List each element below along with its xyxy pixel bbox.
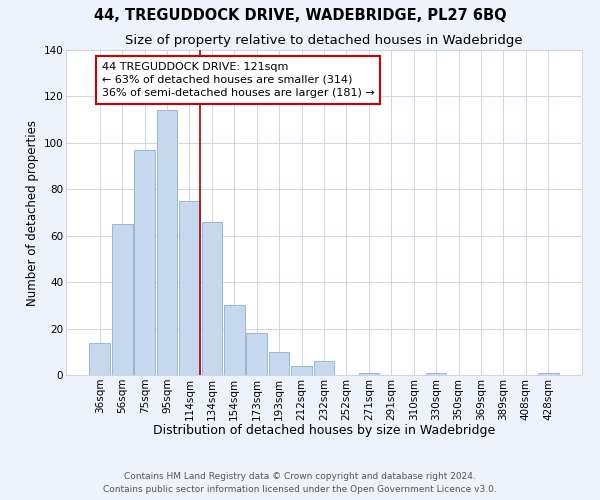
Bar (538, 372, 559, 375)
Title: Size of property relative to detached houses in Wadebridge: Size of property relative to detached ho… (125, 34, 523, 48)
Bar (224, 306, 245, 375)
Bar (89, 342, 110, 375)
Text: 44, TREGUDDOCK DRIVE, WADEBRIDGE, PL27 6BQ: 44, TREGUDDOCK DRIVE, WADEBRIDGE, PL27 6… (94, 8, 506, 22)
Bar (157, 110, 178, 375)
Bar (359, 372, 379, 375)
X-axis label: Distribution of detached houses by size in Wadebridge: Distribution of detached houses by size … (153, 424, 495, 437)
Bar (426, 372, 446, 375)
Bar (112, 224, 133, 375)
Bar (247, 333, 267, 375)
Bar (314, 361, 334, 375)
Text: 44 TREGUDDOCK DRIVE: 121sqm
← 63% of detached houses are smaller (314)
36% of se: 44 TREGUDDOCK DRIVE: 121sqm ← 63% of det… (101, 62, 374, 98)
Bar (134, 150, 155, 375)
Bar (269, 352, 289, 375)
Bar (202, 222, 222, 375)
Y-axis label: Number of detached properties: Number of detached properties (26, 120, 40, 306)
Bar (291, 366, 312, 375)
Bar (179, 201, 200, 375)
Text: Contains HM Land Registry data © Crown copyright and database right 2024.
Contai: Contains HM Land Registry data © Crown c… (103, 472, 497, 494)
